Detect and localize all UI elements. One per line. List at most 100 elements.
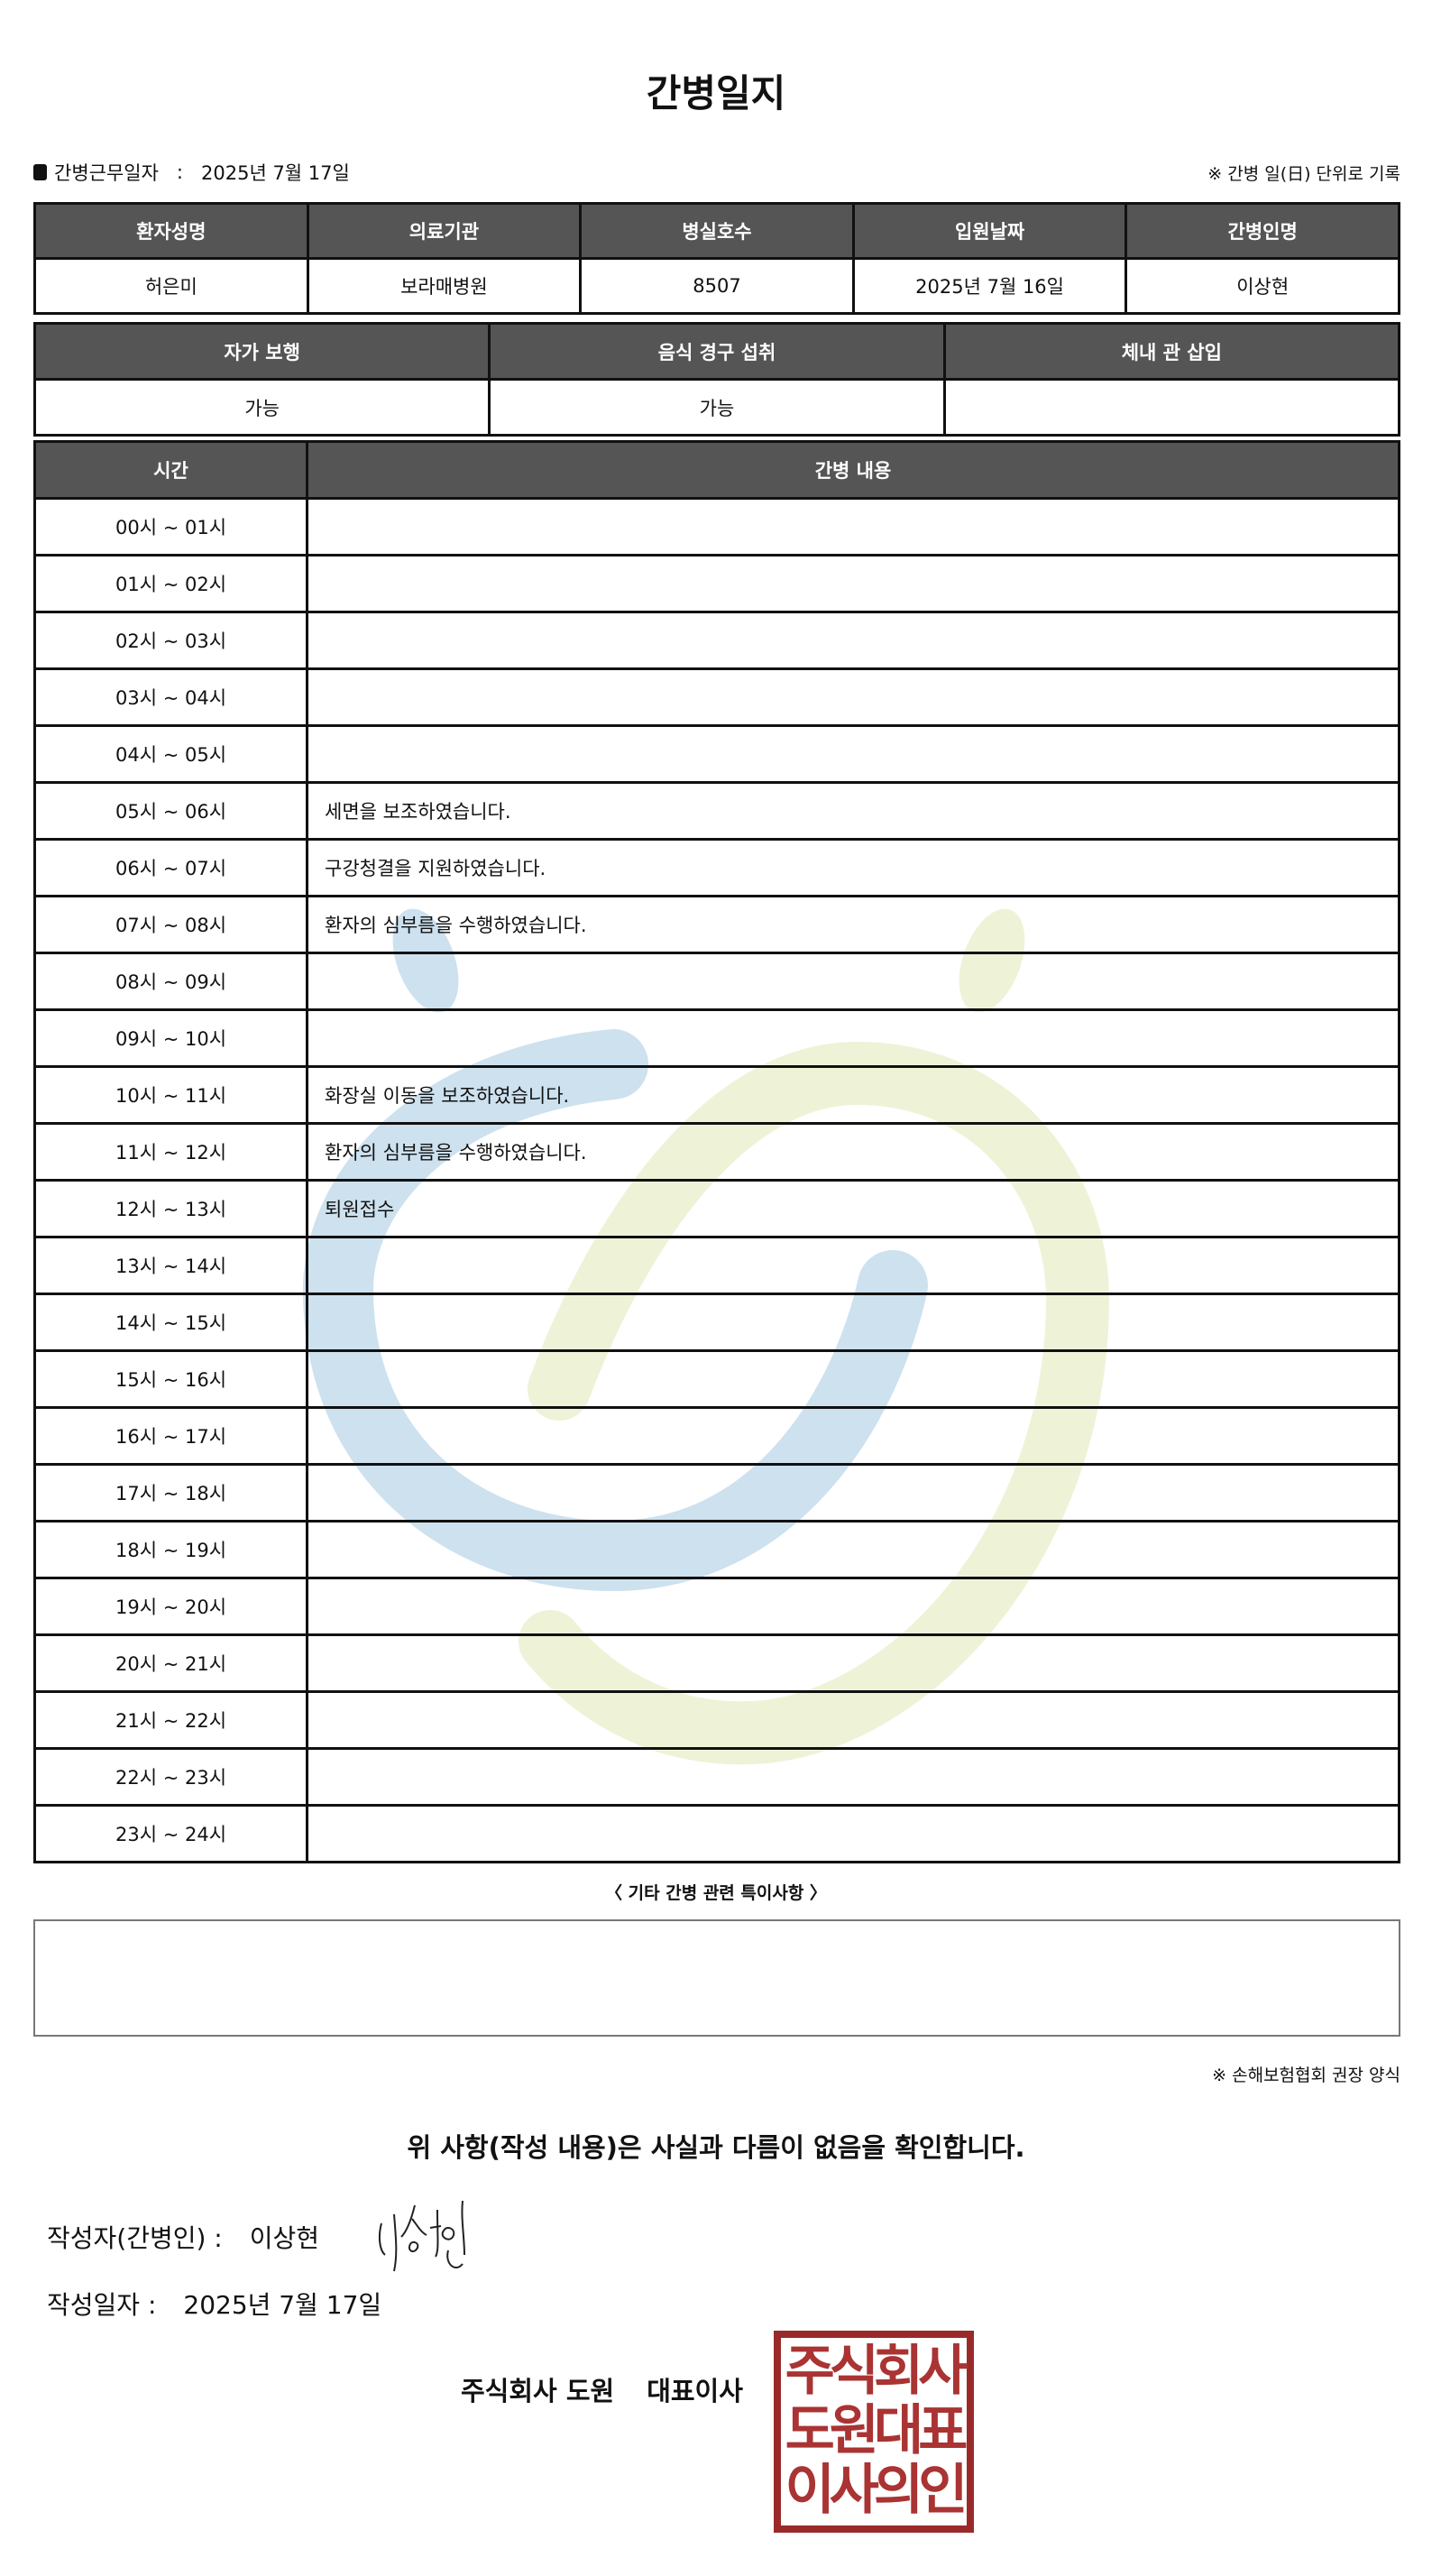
table-row: 01시 ~ 02시 [33,554,1400,613]
time-slot: 19시 ~ 20시 [33,1577,308,1636]
table-row: 07시 ~ 08시 환자의 심부름을 수행하였습니다. [33,895,1400,954]
table-row: 06시 ~ 07시 구강청결을 지원하였습니다. [33,838,1400,897]
care-content[interactable] [306,1406,1400,1466]
company-signatory: 주식회사 도원 대표이사 [461,2370,743,2408]
care-content[interactable] [306,1349,1400,1409]
time-slot: 13시 ~ 14시 [33,1236,308,1295]
time-slot: 03시 ~ 04시 [33,667,308,727]
header-walking: 자가 보행 [32,322,491,381]
table-row: 12시 ~ 13시 퇴원접수 [33,1179,1400,1238]
table-row: 11시 ~ 12시 환자의 심부름을 수행하였습니다. [33,1122,1400,1182]
time-slot: 05시 ~ 06시 [33,781,308,841]
care-content[interactable] [306,611,1400,670]
care-content[interactable] [306,724,1400,784]
header-tube: 체내 관 삽입 [942,322,1401,381]
hospital: 보라매병원 [306,257,583,315]
table-row: 08시 ~ 09시 [33,952,1400,1011]
care-content[interactable] [306,1520,1400,1579]
care-content[interactable]: 세면을 보조하였습니다. [306,781,1400,841]
care-content[interactable] [306,497,1400,557]
header-content: 간병 내용 [306,440,1400,500]
seal-line: 주식회사 [785,2340,968,2403]
time-slot: 06시 ~ 07시 [33,838,308,897]
care-content[interactable]: 퇴원접수 [306,1179,1400,1238]
time-slot: 07시 ~ 08시 [33,895,308,954]
table-row: 22시 ~ 23시 [33,1747,1400,1807]
care-content[interactable] [306,1804,1400,1863]
header-time: 시간 [33,440,308,500]
signature [378,2201,465,2272]
table-row: 05시 ~ 06시 세면을 보조하였습니다. [33,781,1400,841]
table-row: 21시 ~ 22시 [33,1690,1400,1750]
care-content[interactable] [306,667,1400,727]
time-slot: 04시 ~ 05시 [33,724,308,784]
writer-label: 작성자(간병인) : [47,2223,223,2253]
oral-intake-status: 가능 [488,378,946,437]
company-name: 주식회사 도원 [461,2376,615,2406]
room-number: 8507 [579,257,855,315]
table-row: 20시 ~ 21시 [33,1633,1400,1693]
writer: 작성자(간병인) : 이상현 [47,2219,319,2255]
header-oral-intake: 음식 경구 섭취 [488,322,946,381]
table-row: 10시 ~ 11시 화장실 이동을 보조하였습니다. [33,1065,1400,1125]
time-slot: 23시 ~ 24시 [33,1804,308,1863]
etc-notes-box[interactable] [33,1919,1400,2037]
time-slot: 00시 ~ 01시 [33,497,308,557]
care-content[interactable] [306,1008,1400,1068]
table-row: 16시 ~ 17시 [33,1406,1400,1466]
care-content[interactable] [306,952,1400,1011]
care-content[interactable] [306,1293,1400,1352]
time-slot: 14시 ~ 15시 [33,1293,308,1352]
table-row: 14시 ~ 15시 [33,1293,1400,1352]
care-content[interactable]: 환자의 심부름을 수행하였습니다. [306,895,1400,954]
time-slot: 15시 ~ 16시 [33,1349,308,1409]
etc-label: 〈 기타 간병 관련 특이사항 〉 [605,1883,827,1903]
seal-line: 이사의인 [785,2459,968,2522]
work-date-value: 2025년 7월 17일 [201,162,350,184]
writer-name: 이상현 [249,2223,320,2253]
care-content[interactable] [306,1633,1400,1693]
time-slot: 21시 ~ 22시 [33,1690,308,1750]
header-room: 병실호수 [579,202,855,260]
header-caregiver: 간병인명 [1124,202,1400,260]
time-slot: 11시 ~ 12시 [33,1122,308,1182]
care-content[interactable] [306,554,1400,613]
time-slot: 09시 ~ 10시 [33,1008,308,1068]
time-slot: 18시 ~ 19시 [33,1520,308,1579]
care-content[interactable] [306,1463,1400,1523]
care-content[interactable] [306,1747,1400,1807]
time-slot: 17시 ~ 18시 [33,1463,308,1523]
table-row: 09시 ~ 10시 [33,1008,1400,1068]
table-row: 02시 ~ 03시 [33,611,1400,670]
time-slot: 01시 ~ 02시 [33,554,308,613]
seal-line: 도원대표 [785,2399,968,2462]
care-content[interactable]: 환자의 심부름을 수행하였습니다. [306,1122,1400,1182]
patient-table: 환자성명 의료기관 병실호수 입원날짜 간병인명 허은미 보라매병원 8507 … [33,202,1400,315]
care-content[interactable]: 구강청결을 지원하였습니다. [306,838,1400,897]
caregiver-name: 이상현 [1124,257,1400,315]
bullet-icon [33,164,47,180]
company-seal: 주식회사 도원대표 이사의인 [774,2331,974,2533]
time-slot: 02시 ~ 03시 [33,611,308,670]
time-slot: 22시 ~ 23시 [33,1747,308,1807]
work-date: 간병근무일자 : 2025년 7월 17일 [33,159,350,186]
work-date-label: 간병근무일자 [54,162,159,184]
association-note: ※ 손해보험협회 권장 양식 [1212,2065,1400,2085]
table-row: 04시 ~ 05시 [33,724,1400,784]
work-date-separator: : [176,161,183,183]
admission-date: 2025년 7월 16일 [851,257,1128,315]
header-hospital: 의료기관 [306,202,583,260]
unit-note: ※ 간병 일(日) 단위로 기록 [1207,164,1400,184]
tube-status [942,378,1401,437]
care-content[interactable]: 화장실 이동을 보조하였습니다. [306,1065,1400,1125]
table-row: 17시 ~ 18시 [33,1463,1400,1523]
care-content[interactable] [306,1236,1400,1295]
header-patient-name: 환자성명 [33,202,309,260]
walking-status: 가능 [32,378,491,437]
care-content[interactable] [306,1577,1400,1636]
time-slot: 20시 ~ 21시 [33,1633,308,1693]
table-row: 03시 ~ 04시 [33,667,1400,727]
confirmation-statement: 위 사항(작성 내용)은 사실과 다름이 없음을 확인합니다. [407,2132,1025,2163]
time-slot: 08시 ~ 09시 [33,952,308,1011]
care-content[interactable] [306,1690,1400,1750]
